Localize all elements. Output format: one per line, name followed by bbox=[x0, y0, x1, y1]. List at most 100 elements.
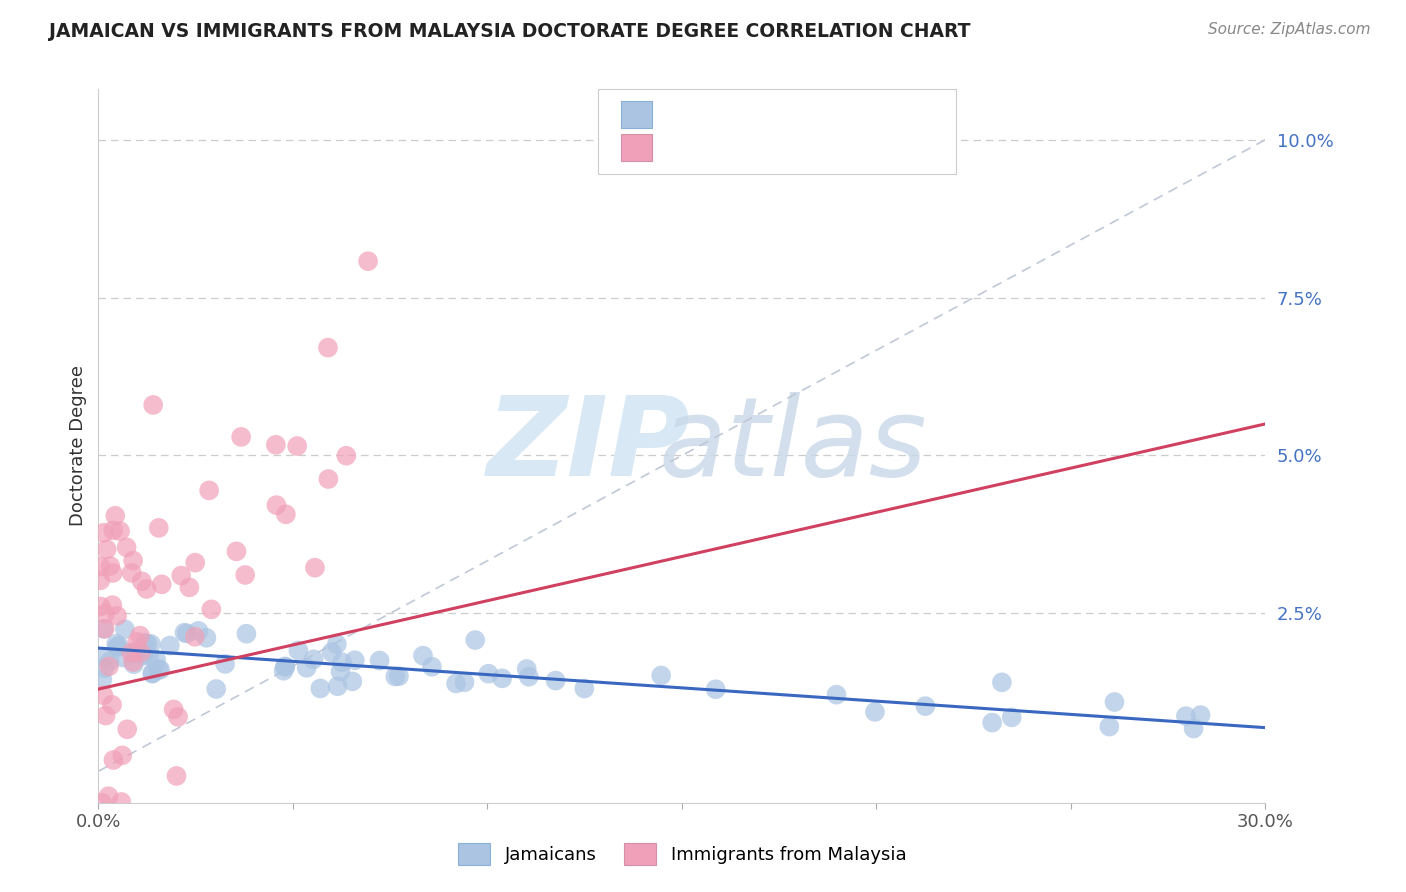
Point bbox=[110, 795, 132, 809]
Text: R =: R = bbox=[666, 143, 706, 161]
Point bbox=[129, 645, 152, 659]
Point bbox=[105, 640, 128, 655]
Point bbox=[162, 702, 184, 716]
Point bbox=[914, 699, 936, 714]
Point bbox=[200, 602, 222, 616]
Point bbox=[491, 671, 513, 685]
Point bbox=[1182, 722, 1205, 736]
Point bbox=[981, 715, 1004, 730]
Point bbox=[321, 645, 343, 659]
Y-axis label: Doctorate Degree: Doctorate Degree bbox=[69, 366, 87, 526]
Point bbox=[225, 544, 247, 558]
Point bbox=[139, 637, 162, 651]
Point bbox=[101, 598, 124, 612]
Point bbox=[101, 698, 124, 712]
Point bbox=[295, 661, 318, 675]
Point bbox=[274, 659, 297, 673]
Point bbox=[93, 650, 115, 665]
Point bbox=[187, 624, 209, 638]
Point bbox=[302, 652, 325, 666]
Point bbox=[122, 657, 145, 672]
Point bbox=[132, 648, 155, 663]
Point bbox=[136, 637, 159, 651]
Point bbox=[273, 664, 295, 678]
Point bbox=[101, 566, 124, 580]
Point bbox=[184, 630, 207, 644]
Point bbox=[93, 622, 115, 636]
Point bbox=[98, 654, 121, 668]
Point bbox=[420, 659, 443, 673]
Point bbox=[141, 666, 163, 681]
Point bbox=[125, 645, 148, 659]
Point bbox=[138, 648, 160, 663]
Point bbox=[149, 663, 172, 677]
Point bbox=[1174, 709, 1197, 723]
Point bbox=[108, 524, 131, 538]
Point bbox=[444, 676, 467, 690]
Point bbox=[517, 670, 540, 684]
Point bbox=[173, 625, 195, 640]
Point bbox=[412, 648, 434, 663]
Point bbox=[91, 796, 114, 810]
Point bbox=[98, 659, 121, 673]
Point bbox=[1189, 708, 1212, 723]
Point bbox=[343, 653, 366, 667]
Point bbox=[93, 622, 115, 636]
Point bbox=[453, 675, 475, 690]
Point bbox=[103, 753, 125, 767]
Point bbox=[214, 657, 236, 671]
Point bbox=[150, 577, 173, 591]
Point bbox=[142, 398, 165, 412]
Point bbox=[93, 688, 115, 702]
Point bbox=[129, 629, 152, 643]
Point bbox=[326, 637, 349, 651]
Point bbox=[127, 635, 149, 649]
Point bbox=[105, 608, 128, 623]
Point bbox=[98, 559, 121, 574]
Point bbox=[103, 524, 125, 538]
Point bbox=[231, 430, 253, 444]
Point bbox=[330, 656, 353, 670]
Point bbox=[195, 631, 218, 645]
Point bbox=[134, 635, 156, 649]
Point bbox=[148, 662, 170, 676]
Text: N =: N = bbox=[800, 110, 839, 128]
Legend: Jamaicans, Immigrants from Malaysia: Jamaicans, Immigrants from Malaysia bbox=[450, 836, 914, 872]
Point bbox=[96, 542, 118, 557]
Point bbox=[111, 650, 134, 665]
Point bbox=[274, 659, 297, 673]
Point bbox=[170, 568, 193, 582]
Point bbox=[274, 508, 297, 522]
Point bbox=[105, 637, 128, 651]
Point bbox=[266, 498, 288, 512]
Point bbox=[1104, 695, 1126, 709]
Point bbox=[166, 769, 188, 783]
Point bbox=[122, 655, 145, 669]
Point bbox=[93, 661, 115, 675]
Point bbox=[120, 646, 142, 660]
Point bbox=[115, 723, 138, 737]
Point bbox=[93, 525, 115, 540]
Point bbox=[309, 681, 332, 696]
Point bbox=[115, 541, 138, 555]
Point bbox=[650, 668, 672, 682]
Point bbox=[384, 669, 406, 683]
Point bbox=[287, 643, 309, 657]
Point bbox=[145, 653, 167, 667]
Point bbox=[179, 580, 201, 594]
Point bbox=[121, 566, 143, 580]
Point bbox=[184, 556, 207, 570]
Text: R =: R = bbox=[666, 110, 706, 128]
Point bbox=[863, 705, 886, 719]
Point bbox=[131, 574, 153, 589]
Point bbox=[111, 748, 134, 763]
Point bbox=[148, 521, 170, 535]
Point bbox=[368, 654, 391, 668]
Point bbox=[304, 560, 326, 574]
Point bbox=[477, 666, 499, 681]
Point bbox=[991, 675, 1014, 690]
Point bbox=[89, 574, 111, 588]
Text: -0.597: -0.597 bbox=[711, 110, 769, 128]
Point bbox=[1098, 720, 1121, 734]
Point bbox=[91, 673, 114, 687]
